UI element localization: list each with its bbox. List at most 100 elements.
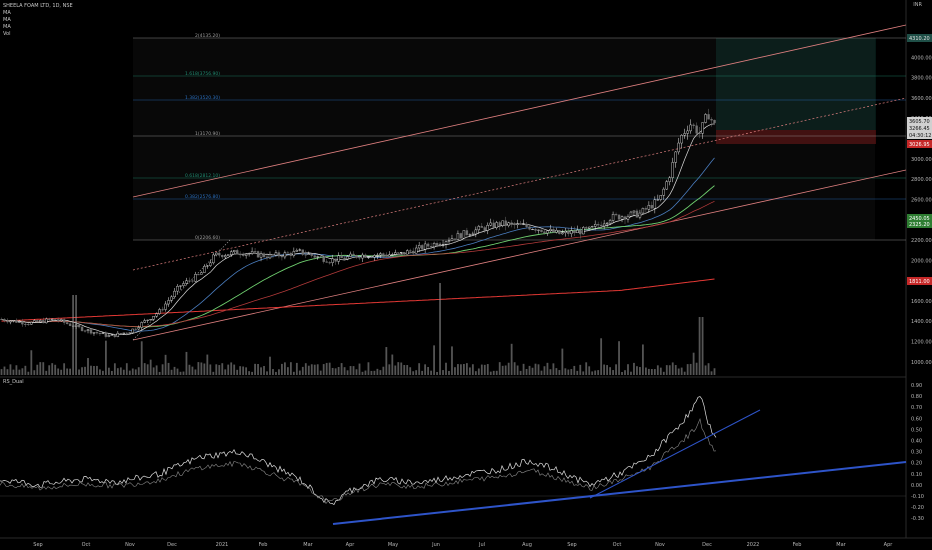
volume-bar[interactable] (683, 371, 686, 375)
volume-bar[interactable] (471, 364, 474, 375)
volume-bar[interactable] (87, 358, 89, 375)
volume-bar[interactable] (105, 340, 107, 375)
candle-body[interactable] (3, 319, 6, 322)
volume-bar[interactable] (63, 363, 66, 375)
volume-bar[interactable] (281, 363, 283, 375)
volume-bar[interactable] (355, 369, 358, 375)
candle-body[interactable] (0, 318, 3, 320)
volume-bar[interactable] (131, 368, 134, 375)
volume-bar[interactable] (642, 344, 644, 375)
candle-body[interactable] (450, 238, 454, 241)
volume-bar[interactable] (397, 362, 400, 375)
volume-bar[interactable] (388, 364, 391, 375)
candle-body[interactable] (197, 274, 200, 276)
candle-body[interactable] (292, 251, 296, 256)
candle-body[interactable] (6, 320, 9, 323)
candle-body[interactable] (400, 252, 403, 254)
candle-body[interactable] (27, 324, 30, 326)
volume-bar[interactable] (585, 362, 588, 375)
candle-body[interactable] (191, 280, 194, 282)
volume-bar[interactable] (507, 362, 510, 375)
candle-body[interactable] (51, 318, 54, 320)
candle-body[interactable] (146, 319, 149, 321)
candle-body[interactable] (432, 243, 436, 248)
volume-bar[interactable] (534, 363, 537, 375)
candle-body[interactable] (462, 230, 466, 239)
candle-body[interactable] (453, 238, 457, 240)
candle-body[interactable] (456, 233, 460, 240)
volume-bar[interactable] (197, 362, 200, 375)
volume-bar[interactable] (465, 363, 468, 375)
volume-bar[interactable] (30, 350, 33, 375)
volume-bar[interactable] (463, 364, 465, 375)
candle-body[interactable] (444, 241, 448, 245)
volume-bar[interactable] (295, 362, 298, 375)
candle-body[interactable] (367, 257, 370, 259)
candle-body[interactable] (573, 230, 576, 233)
candle-body[interactable] (241, 254, 245, 256)
volume-bar[interactable] (370, 370, 373, 375)
volume-bar[interactable] (191, 366, 194, 375)
volume-bar[interactable] (606, 365, 609, 375)
candle-body[interactable] (247, 253, 251, 255)
volume-bar[interactable] (501, 365, 504, 375)
volume-bar[interactable] (662, 371, 665, 375)
volume-bar[interactable] (54, 364, 57, 375)
volume-bar[interactable] (552, 363, 555, 375)
volume-bar[interactable] (3, 366, 6, 375)
candle-body[interactable] (170, 296, 173, 301)
volume-bar[interactable] (358, 363, 361, 375)
volume-bar[interactable] (618, 341, 620, 375)
volume-bar[interactable] (555, 368, 558, 375)
candle-body[interactable] (206, 265, 209, 267)
volume-bar[interactable] (576, 370, 579, 375)
volume-bar[interactable] (412, 371, 415, 375)
volume-bar[interactable] (113, 363, 116, 375)
volume-bar[interactable] (630, 371, 632, 375)
volume-bar[interactable] (367, 362, 370, 375)
candle-body[interactable] (611, 214, 615, 221)
volume-bar[interactable] (278, 369, 280, 375)
candle-body[interactable] (301, 249, 305, 255)
candle-body[interactable] (516, 223, 519, 226)
volume-bar[interactable] (266, 371, 268, 375)
volume-bar[interactable] (668, 365, 671, 375)
candle-body[interactable] (18, 321, 21, 323)
candle-body[interactable] (188, 280, 191, 282)
volume-bar[interactable] (116, 368, 119, 375)
volume-bar[interactable] (436, 371, 438, 375)
volume-bar[interactable] (361, 371, 364, 375)
candle-body[interactable] (232, 250, 236, 252)
candle-body[interactable] (140, 322, 143, 328)
candle-body[interactable] (492, 222, 495, 228)
volume-bar[interactable] (81, 367, 83, 375)
volume-bar[interactable] (531, 367, 534, 375)
candle-body[interactable] (608, 220, 612, 224)
candle-body[interactable] (250, 251, 254, 254)
volume-bar[interactable] (573, 365, 576, 375)
candle-body[interactable] (355, 254, 358, 258)
volume-bar[interactable] (215, 364, 218, 375)
volume-bar[interactable] (394, 365, 397, 375)
volume-bar[interactable] (242, 366, 245, 375)
volume-bar[interactable] (477, 368, 480, 375)
candle-body[interactable] (379, 253, 382, 256)
candle-body[interactable] (397, 252, 400, 254)
volume-bar[interactable] (594, 370, 597, 375)
volume-bar[interactable] (457, 364, 459, 375)
volume-bar[interactable] (248, 371, 251, 375)
volume-bar[interactable] (9, 364, 12, 375)
candle-body[interactable] (265, 256, 269, 259)
volume-bar[interactable] (707, 363, 710, 375)
candle-body[interactable] (596, 224, 600, 226)
legend-ma-2[interactable]: MA (3, 17, 11, 23)
candle-body[interactable] (80, 326, 84, 331)
candle-body[interactable] (194, 274, 197, 282)
volume-bar[interactable] (42, 362, 45, 375)
candle-body[interactable] (161, 309, 164, 311)
candle-body[interactable] (406, 250, 409, 255)
volume-bar[interactable] (316, 364, 319, 375)
volume-bar[interactable] (692, 352, 695, 375)
candle-body[interactable] (373, 255, 376, 258)
candle-body[interactable] (391, 254, 394, 256)
